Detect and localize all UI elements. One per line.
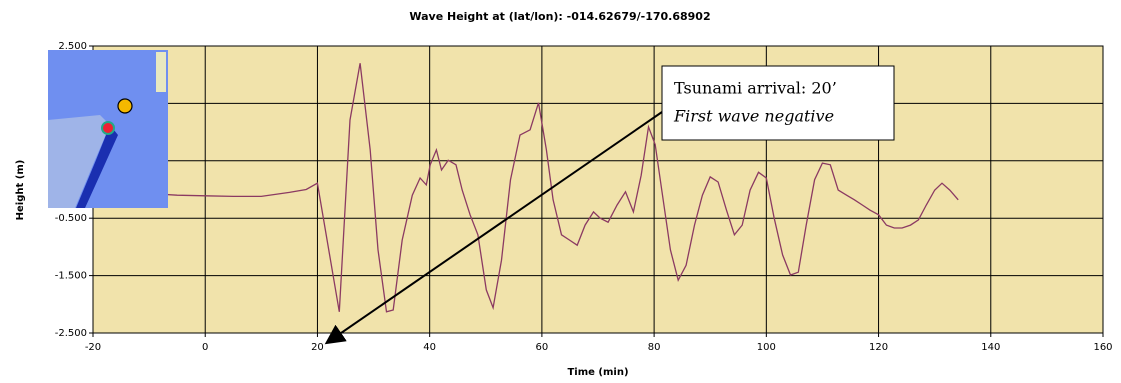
map-legend bbox=[156, 52, 166, 92]
plot-area bbox=[93, 46, 1103, 333]
inset-map bbox=[48, 50, 168, 208]
annotation-box bbox=[662, 66, 894, 140]
x-tick-label: 120 bbox=[869, 342, 888, 353]
x-tick-label: 40 bbox=[423, 342, 436, 353]
x-tick-label: 140 bbox=[981, 342, 1000, 353]
chart: Wave Height at (lat/lon): -014.62679/-17… bbox=[0, 0, 1121, 383]
x-tick-label: 100 bbox=[757, 342, 776, 353]
map-station bbox=[118, 99, 132, 113]
y-tick-label: -2.500 bbox=[55, 328, 87, 339]
y-tick-label: -0.500 bbox=[55, 213, 87, 224]
x-tick-label: -20 bbox=[85, 342, 101, 353]
x-tick-label: 20 bbox=[311, 342, 324, 353]
chart-title: Wave Height at (lat/lon): -014.62679/-17… bbox=[409, 10, 710, 23]
y-axis-title: Height (m) bbox=[15, 160, 26, 221]
annotation-line: Tsunami arrival: 20’ bbox=[674, 79, 837, 98]
x-tick-label: 60 bbox=[536, 342, 549, 353]
map-source bbox=[102, 122, 114, 134]
x-tick-label: 80 bbox=[648, 342, 661, 353]
annotation-line: First wave negative bbox=[673, 107, 834, 126]
x-axis-title: Time (min) bbox=[567, 367, 628, 378]
y-tick-label: -1.500 bbox=[55, 271, 87, 282]
x-tick-label: 160 bbox=[1093, 342, 1112, 353]
x-tick-label: 0 bbox=[202, 342, 208, 353]
